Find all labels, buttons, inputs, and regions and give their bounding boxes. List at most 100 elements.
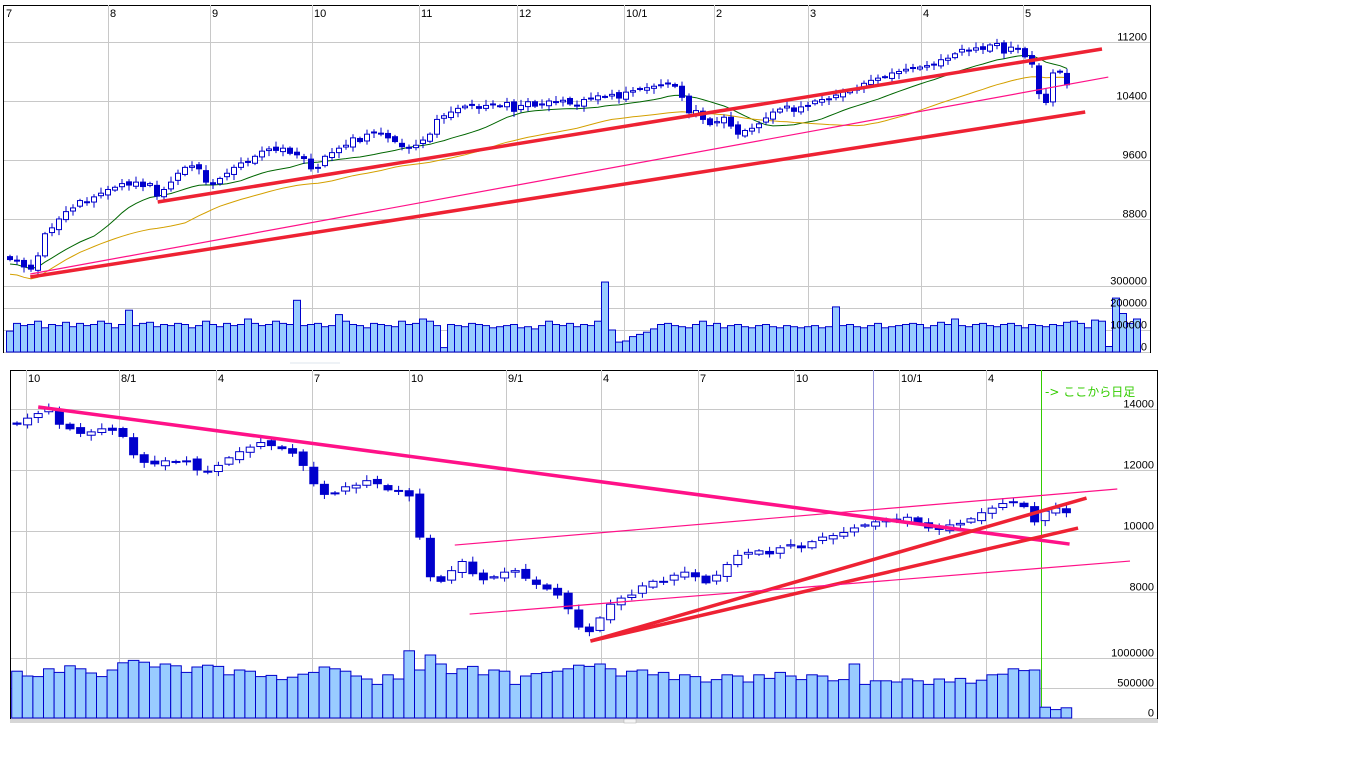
- volume-bar: [188, 327, 196, 353]
- volume-bar: [307, 324, 315, 353]
- candle-down: [308, 158, 314, 170]
- volume-bar: [689, 676, 702, 719]
- volume-bar: [753, 674, 765, 719]
- candle: [500, 567, 510, 582]
- candle: [563, 590, 573, 615]
- candle: [139, 452, 149, 468]
- volume-bar: [461, 326, 469, 353]
- volume-bar: [1018, 670, 1030, 719]
- daily-start-annotation: -> ここから日足: [1045, 385, 1135, 399]
- volume-bar: [1077, 322, 1085, 353]
- candle-up: [161, 189, 167, 198]
- volume-bar: [692, 324, 700, 353]
- volume-bar: [944, 324, 952, 353]
- volume-bar: [774, 671, 787, 719]
- volume-bar: [700, 681, 712, 719]
- candle: [805, 101, 811, 111]
- candle-up: [33, 413, 43, 419]
- volume-bar: [657, 324, 665, 353]
- candle-up: [658, 84, 664, 87]
- candle: [518, 99, 524, 113]
- date-label: 8: [110, 8, 116, 20]
- candle: [217, 176, 223, 186]
- candle: [553, 96, 559, 106]
- candle: [457, 558, 467, 578]
- candle: [476, 103, 482, 114]
- candle: [364, 129, 370, 145]
- candle-down: [602, 95, 608, 98]
- candle: [651, 83, 657, 94]
- candle: [182, 165, 188, 177]
- volume-bar: [272, 320, 280, 353]
- volume-bar: [997, 673, 1009, 719]
- volume-bar: [979, 322, 987, 353]
- candle: [735, 121, 741, 139]
- candle-down: [478, 572, 488, 581]
- candle-up: [35, 255, 41, 271]
- volume-bar: [679, 674, 691, 719]
- candle: [341, 482, 351, 495]
- volume-bar: [191, 666, 203, 719]
- candle-up: [966, 518, 976, 523]
- candle: [839, 527, 849, 539]
- volume-bar: [710, 679, 723, 719]
- candle-up: [457, 561, 467, 573]
- candle-up: [955, 522, 965, 526]
- volume-bar: [454, 325, 462, 353]
- volume-bar: [384, 325, 392, 353]
- volume-bar: [832, 306, 840, 353]
- scrollbar-thumb[interactable]: [623, 718, 637, 724]
- candle: [277, 444, 287, 451]
- candle-down: [584, 626, 594, 633]
- candle-down: [357, 137, 363, 143]
- volume-bar: [276, 679, 288, 719]
- weekly-chart-panel: 7 8 9 10 11 12 10/1 2 3 4 5 11200 10400 9600 8800 30000…: [3, 5, 1151, 354]
- volume-bar: [647, 674, 659, 719]
- candle-up: [722, 564, 732, 577]
- volume-bar: [321, 326, 329, 353]
- candle: [959, 44, 965, 56]
- volume-bar: [608, 329, 616, 353]
- candle-up: [238, 162, 244, 168]
- candle-up: [714, 121, 720, 124]
- candle: [35, 252, 41, 275]
- volume-bar: [664, 322, 672, 353]
- candle-up: [868, 79, 874, 85]
- volume-bar: [668, 679, 681, 719]
- volume-bar: [594, 320, 602, 353]
- candle-down: [690, 572, 700, 578]
- candle: [213, 461, 223, 477]
- horizontal-scrollbar[interactable]: [10, 719, 1158, 723]
- date-label: 5: [1025, 8, 1031, 20]
- candle: [567, 96, 573, 106]
- candle-up: [336, 147, 342, 154]
- candle-down: [288, 448, 298, 454]
- volume-bar: [382, 674, 394, 719]
- volume-bar: [816, 675, 829, 719]
- candle: [436, 574, 446, 584]
- volume-bar: [1000, 324, 1008, 353]
- candle-down: [532, 101, 538, 107]
- volume-bar: [300, 325, 308, 353]
- volume-bar: [930, 325, 938, 353]
- volume-bar: [604, 668, 617, 719]
- volume-bar: [1049, 324, 1057, 353]
- candle-up: [860, 524, 870, 527]
- date-label: 7: [6, 8, 12, 20]
- candle-down: [129, 437, 139, 456]
- candle-up: [70, 207, 76, 212]
- volume-bar: [195, 325, 203, 353]
- candle-up: [828, 535, 838, 540]
- candle-down: [1008, 501, 1018, 504]
- candle-up: [362, 480, 372, 486]
- candle: [126, 179, 132, 191]
- volume-bar: [314, 322, 322, 353]
- candle-up: [182, 460, 192, 463]
- volume-bar: [96, 676, 108, 719]
- candle-down: [553, 101, 559, 104]
- candle: [192, 456, 202, 476]
- candle-down: [521, 568, 531, 579]
- candle-down: [277, 446, 287, 450]
- candle: [404, 487, 414, 502]
- volume-bar: [769, 326, 777, 353]
